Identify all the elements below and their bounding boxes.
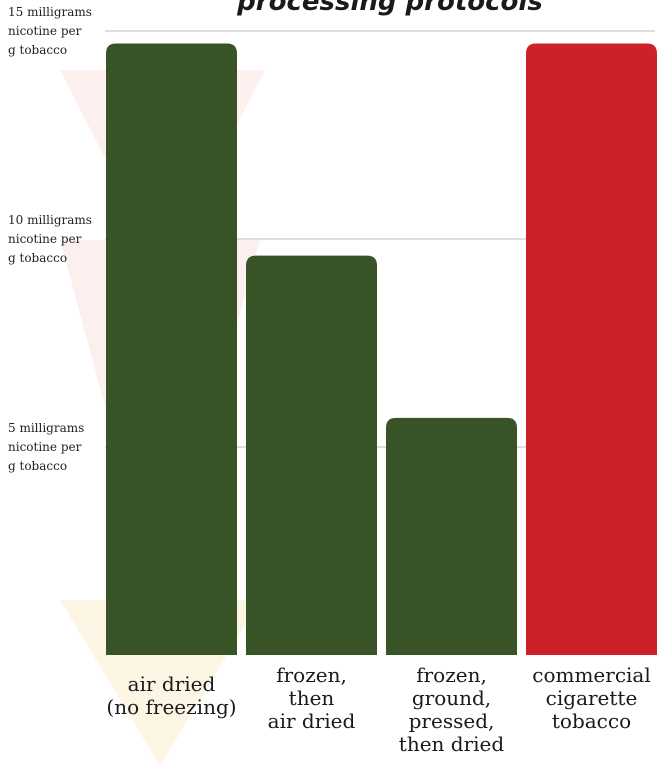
bar-2 bbox=[386, 417, 517, 655]
y-tick-label: 15 milligrams nicotine per g tobacco bbox=[8, 5, 92, 57]
x-tick-label: frozen, then air dried bbox=[268, 663, 356, 733]
bar-3 bbox=[526, 43, 657, 656]
y-tick-label: 5 milligrams nicotine per g tobacco bbox=[8, 421, 84, 473]
bars bbox=[106, 43, 657, 656]
x-tick-label: commercial cigarette tobacco bbox=[532, 663, 651, 733]
chart-title: processing protocols bbox=[236, 0, 543, 17]
y-tick-label: 10 milligrams nicotine per g tobacco bbox=[8, 213, 92, 265]
x-tick-label: air dried (no freezing) bbox=[106, 672, 236, 719]
y-axis-labels: 15 milligrams nicotine per g tobacco 10 mil… bbox=[8, 5, 92, 473]
bar-0 bbox=[106, 43, 237, 656]
x-axis-labels: air dried (no freezing) frozen, then air dri… bbox=[106, 663, 650, 756]
x-tick-label: frozen, ground, pressed, then dried bbox=[399, 663, 505, 756]
bar-1 bbox=[246, 255, 377, 655]
